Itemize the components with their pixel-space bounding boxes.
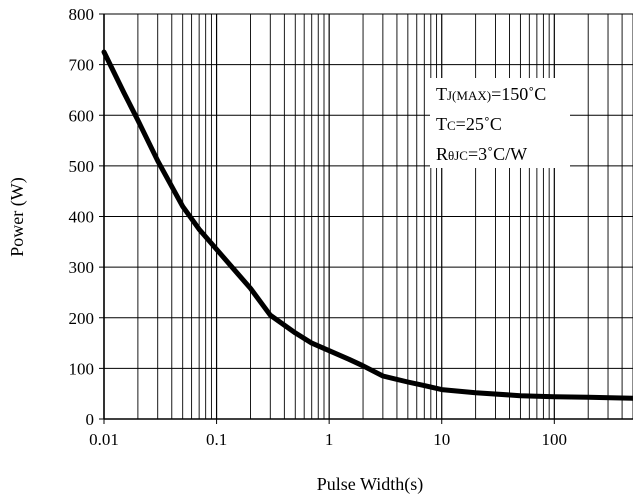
x-tick-label: 0.1	[206, 430, 227, 449]
x-tick-label: 0.01	[89, 430, 119, 449]
axes	[99, 13, 633, 424]
x-tick-label: 10	[433, 430, 450, 449]
y-tick-label: 300	[69, 258, 95, 277]
y-tick-label: 800	[69, 5, 95, 24]
x-axis-label: Pulse Width(s)	[317, 474, 423, 495]
grid	[103, 13, 633, 420]
tick-labels: 0 100 200 300 400 500 600 700 800 0.01 0.1 1 10 100	[69, 5, 568, 449]
x-tick-label: 100	[542, 430, 568, 449]
y-tick-label: 0	[86, 410, 95, 429]
series-line	[101, 49, 633, 401]
y-tick-label: 200	[69, 309, 95, 328]
x-tick-label: 1	[325, 430, 334, 449]
y-tick-label: 700	[69, 56, 95, 75]
y-tick-label: 100	[69, 359, 95, 378]
series	[101, 49, 633, 401]
annotation-tjmax: TJ(MAX)=150˚C	[436, 84, 546, 104]
y-tick-label: 500	[69, 157, 95, 176]
y-tick-label: 600	[69, 106, 95, 125]
annotation-tc: TC=25˚C	[436, 114, 502, 134]
y-tick-label: 400	[69, 208, 95, 227]
y-axis-label: Power (W)	[7, 177, 28, 256]
annotation-rthjc: RθJC=3˚C/W	[436, 144, 527, 164]
annotation-box: TJ(MAX)=150˚C TC=25˚C RθJC=3˚C/W	[430, 78, 570, 168]
